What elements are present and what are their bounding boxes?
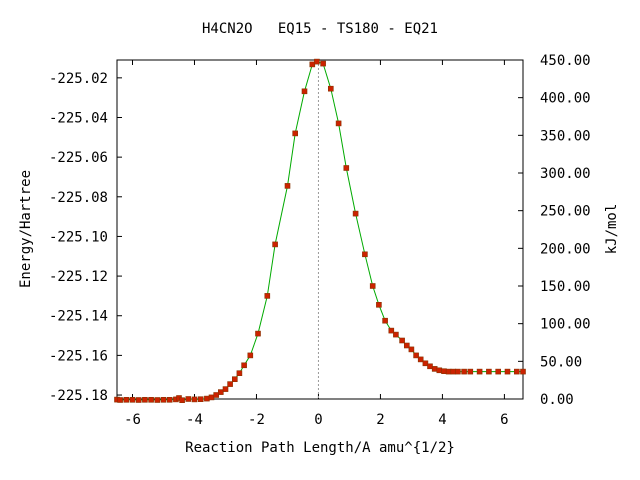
data-point	[154, 397, 161, 403]
data-point	[467, 368, 474, 375]
data-point	[222, 386, 229, 392]
data-point	[335, 120, 342, 127]
y-tick-label: -225.16	[49, 348, 108, 364]
y2-tick-label: 50.00	[540, 354, 582, 370]
data-point	[486, 368, 492, 375]
data-point	[399, 337, 405, 344]
data-point	[520, 368, 526, 375]
data-point	[309, 61, 316, 68]
data-point	[185, 396, 192, 402]
data-point	[417, 356, 424, 363]
x-axis-label: Reaction Path Length/A amu^{1/2}	[185, 440, 455, 456]
data-point	[272, 241, 278, 248]
data-point	[314, 58, 320, 65]
data-point	[450, 368, 457, 375]
data-point	[427, 363, 433, 370]
data-point	[255, 330, 261, 337]
data-point	[393, 331, 399, 338]
y-tick-label: -225.02	[49, 71, 108, 87]
data-point	[123, 396, 130, 403]
y2-tick-label: 0.00	[540, 392, 574, 408]
data-point	[343, 165, 350, 171]
x-tick-label: -6	[124, 412, 141, 428]
data-point	[117, 397, 123, 403]
data-point	[445, 368, 452, 375]
data-point	[495, 368, 502, 375]
y2-tick-label: 400.00	[540, 91, 591, 107]
data-point	[408, 346, 415, 353]
data-point	[129, 396, 136, 403]
data-point	[148, 396, 154, 403]
y2-tick-label: 150.00	[540, 279, 591, 295]
y2-tick-label: 200.00	[540, 241, 591, 257]
x-tick-label: -4	[186, 412, 203, 428]
data-point	[236, 370, 243, 377]
data-point	[301, 88, 308, 95]
y2-tick-label: 250.00	[540, 204, 591, 220]
y-tick-label: -225.08	[49, 190, 108, 206]
data-point	[352, 210, 359, 217]
y-axis-label: Energy/Hartree	[18, 170, 34, 288]
y2-tick-label: 300.00	[540, 166, 591, 182]
y-tick-label: -225.12	[49, 269, 108, 285]
y-axis-right: 0.00 50.00 100.00 150.00 200.00 250.00 300.00 3…	[518, 53, 591, 408]
y2-tick-label: 450.00	[540, 53, 591, 69]
data-point	[388, 327, 395, 334]
data-point	[191, 396, 198, 403]
y-axis-left: -225.18 -225.16 -225.14 -225.12 -225.10 -225.…	[49, 71, 122, 404]
data-points	[114, 58, 526, 404]
data-point	[264, 293, 271, 299]
y-tick-label: -225.06	[49, 150, 108, 166]
data-point	[436, 367, 443, 374]
data-point	[513, 368, 520, 375]
energy-curve	[116, 61, 523, 401]
data-point	[197, 396, 204, 403]
data-point	[413, 352, 419, 359]
data-point	[135, 397, 142, 403]
data-point	[166, 396, 173, 403]
data-point	[422, 360, 429, 367]
data-point	[227, 381, 233, 387]
data-point	[160, 396, 167, 403]
y2-tick-label: 100.00	[540, 317, 591, 333]
data-point	[320, 60, 326, 67]
data-point	[327, 85, 334, 92]
data-point	[247, 352, 254, 359]
data-point	[382, 317, 388, 324]
data-point	[208, 394, 215, 401]
data-point	[284, 183, 291, 189]
data-point	[476, 368, 483, 375]
data-point	[142, 396, 148, 403]
y-tick-label: -225.14	[49, 309, 108, 325]
data-point	[218, 389, 224, 395]
x-tick-label: 0	[314, 412, 322, 428]
data-point	[213, 392, 219, 398]
data-point	[232, 376, 238, 383]
data-point	[461, 368, 467, 375]
chart-title: H4CN2O EQ15 - TS180 - EQ21	[202, 21, 438, 37]
y2-axis-label: kJ/mol	[604, 204, 620, 255]
data-point	[204, 395, 210, 402]
y2-tick-label: 350.00	[540, 128, 591, 144]
y-tick-label: -225.04	[49, 110, 108, 126]
data-point	[441, 368, 447, 375]
data-point	[362, 251, 368, 258]
y-tick-label: -225.10	[49, 229, 108, 245]
data-point	[241, 362, 247, 369]
x-tick-label: -2	[248, 412, 265, 428]
data-point	[376, 301, 382, 308]
data-point	[431, 366, 438, 372]
data-point	[455, 368, 461, 375]
x-tick-label: 4	[438, 412, 446, 428]
plot-frame	[116, 59, 524, 400]
data-point	[292, 130, 299, 137]
data-point	[369, 283, 376, 289]
x-tick-label: 6	[500, 412, 508, 428]
x-tick-label: 2	[376, 412, 384, 428]
data-point	[504, 368, 511, 375]
data-point	[179, 397, 185, 404]
data-point	[403, 342, 410, 349]
y-tick-label: -225.18	[49, 388, 108, 404]
